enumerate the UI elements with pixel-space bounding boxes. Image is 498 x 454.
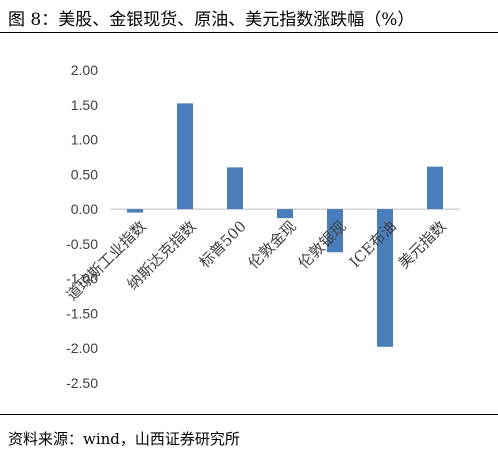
y-tick-label: -2.50 bbox=[66, 375, 98, 391]
bar bbox=[277, 209, 293, 219]
bar bbox=[127, 209, 143, 213]
bar-chart: 2.00 1.50 1.00 0.50 0.00 -0.50 -1.00 -1.50 -2.00… bbox=[63, 62, 460, 391]
x-tick-label: 伦敦金现 bbox=[245, 217, 300, 272]
bar bbox=[227, 167, 243, 210]
source-rule bbox=[0, 414, 498, 415]
y-tick-label: -2.00 bbox=[66, 340, 98, 356]
bar bbox=[327, 209, 343, 253]
y-tick-label: -0.50 bbox=[66, 236, 98, 252]
bar bbox=[177, 103, 193, 210]
y-tick-label: -1.00 bbox=[66, 271, 98, 287]
x-tick-label: 标普500 bbox=[196, 217, 250, 271]
y-tick-label: 1.50 bbox=[71, 97, 98, 113]
x-tick-label: 美元指数 bbox=[395, 217, 450, 272]
bar bbox=[427, 166, 443, 210]
title-rule bbox=[0, 32, 498, 33]
y-tick-label: 0.50 bbox=[71, 166, 98, 182]
y-tick-label: 2.00 bbox=[71, 62, 98, 78]
source-note: 资料来源：wind，山西证券研究所 bbox=[8, 430, 240, 448]
y-tick-label: 0.00 bbox=[71, 201, 98, 217]
figure-title: 图 8：美股、金银现货、原油、美元指数涨跌幅（%） bbox=[8, 10, 415, 30]
bar bbox=[377, 209, 393, 347]
y-tick-label: 1.00 bbox=[71, 132, 98, 148]
y-tick-label: -1.50 bbox=[66, 305, 98, 321]
